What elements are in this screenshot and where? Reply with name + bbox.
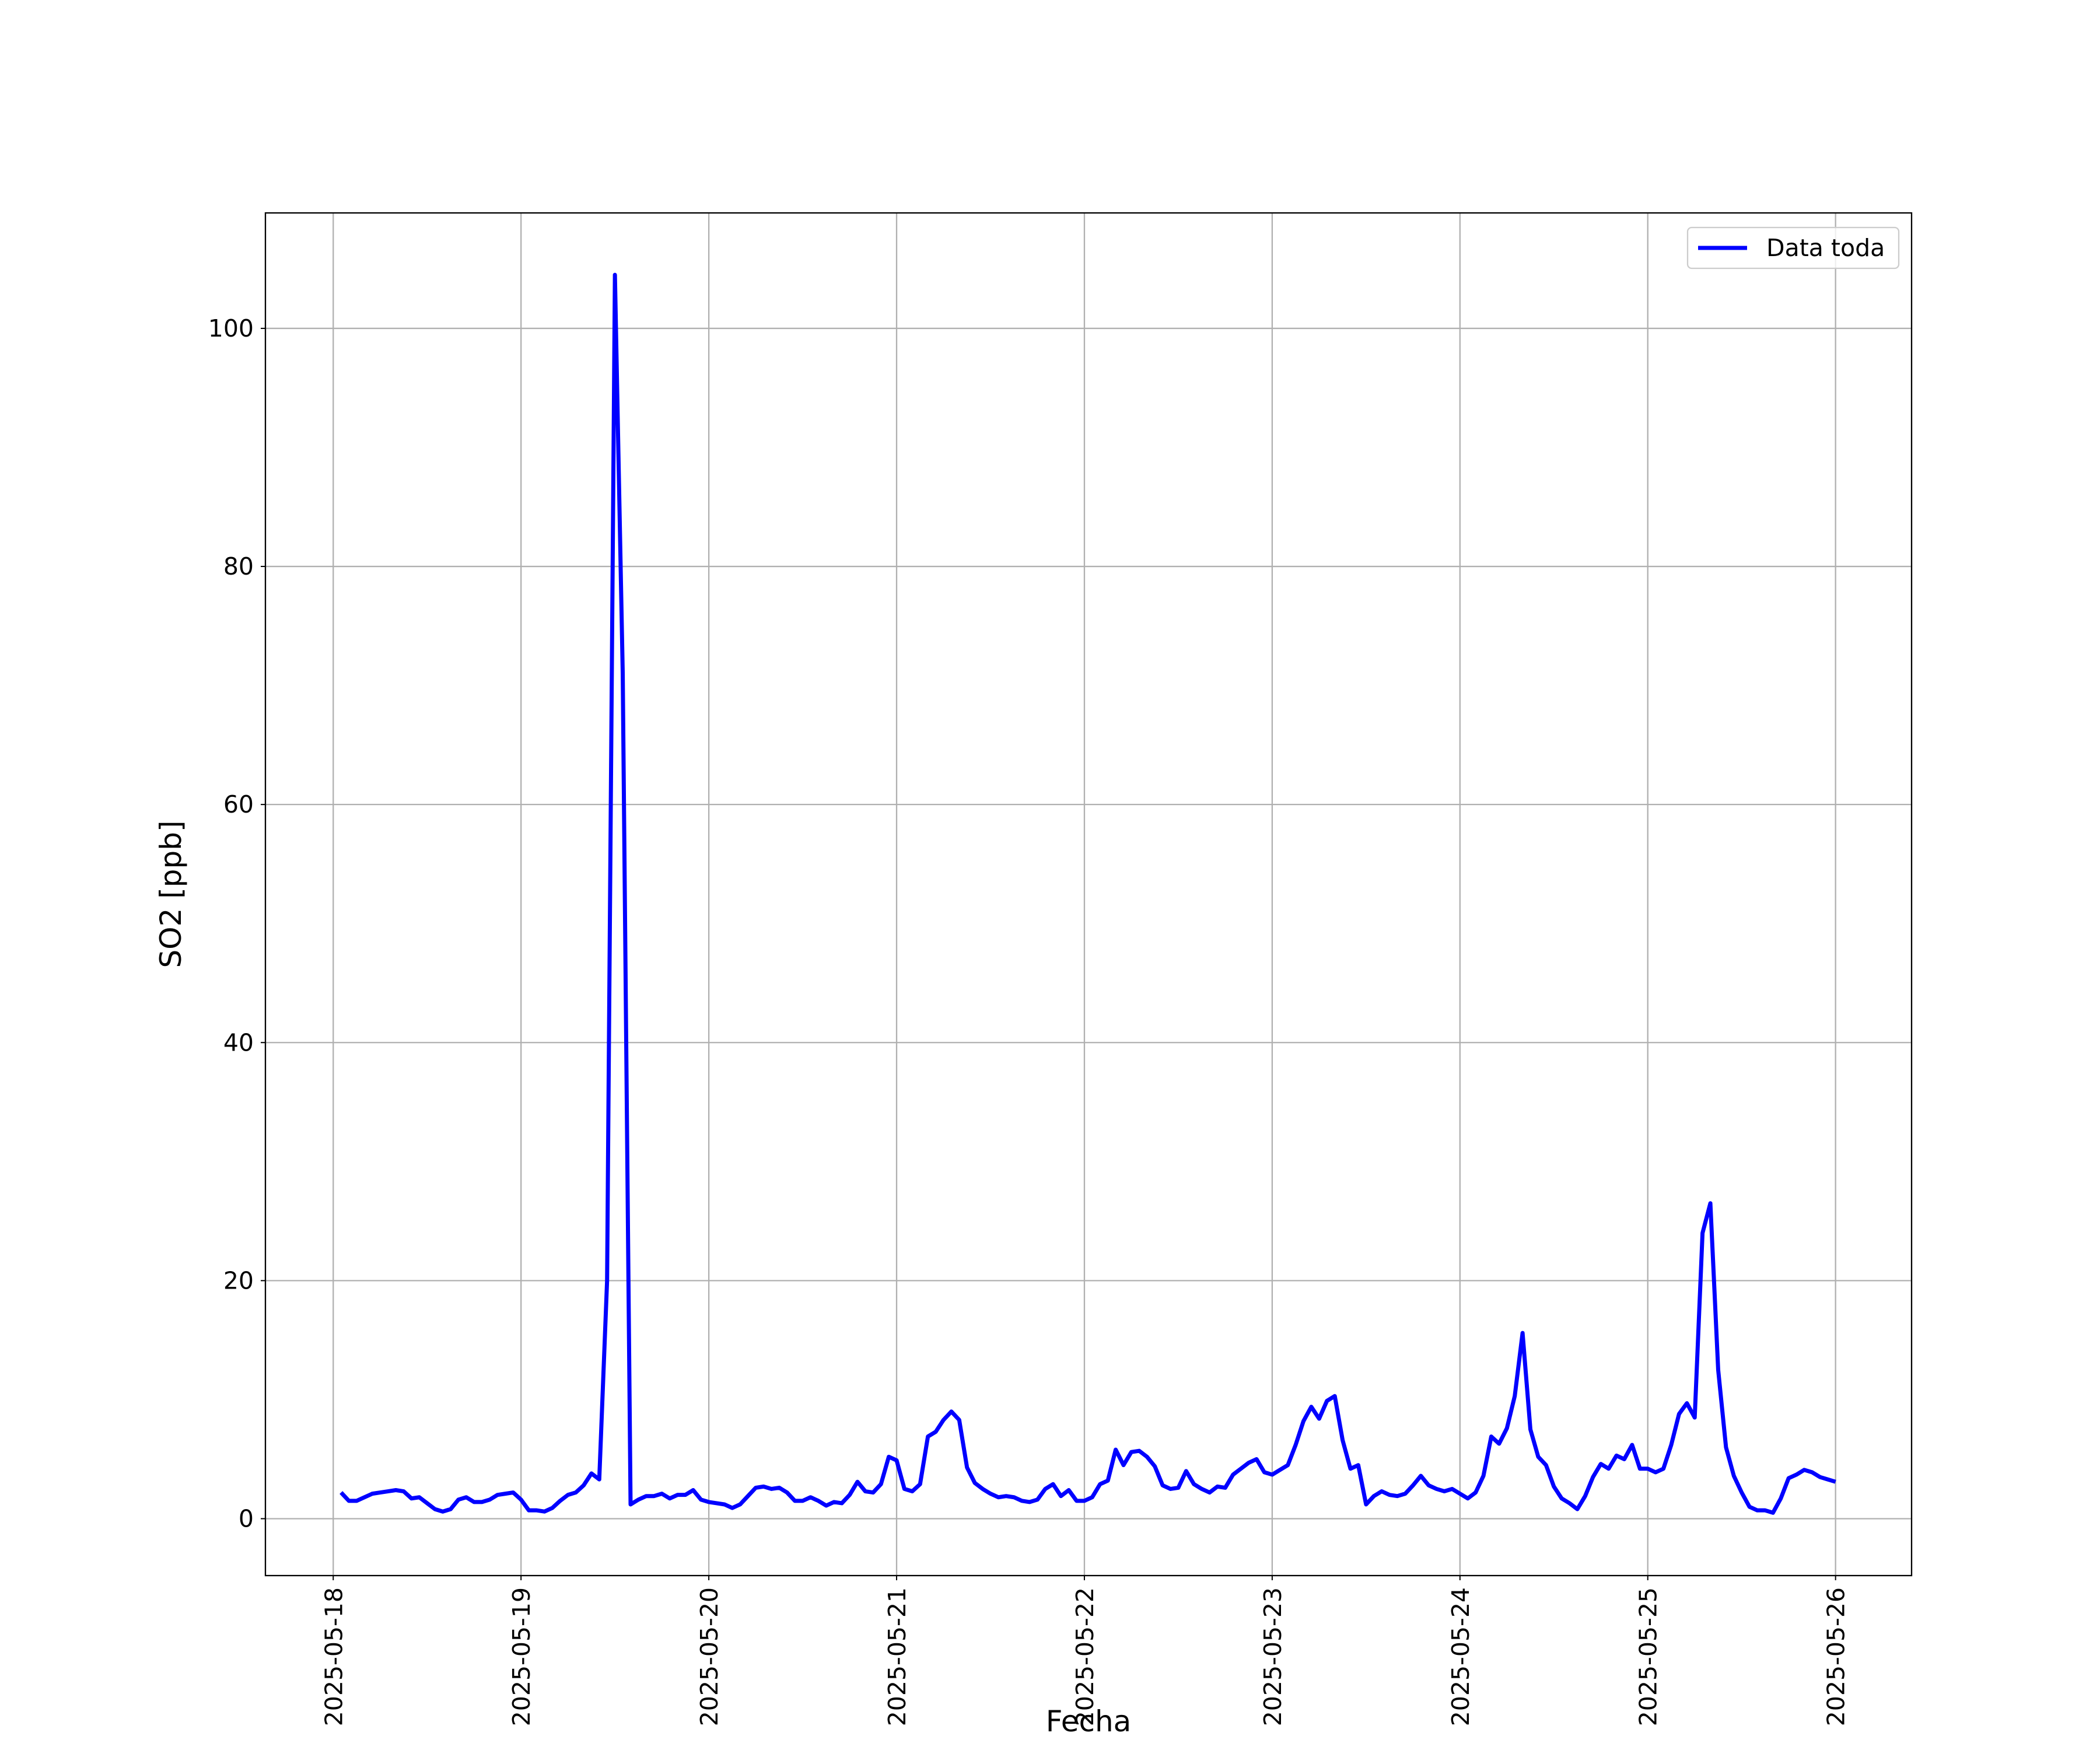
x-tick-label: 2025-05-25 [1634,1587,1662,1726]
y-tick-label: 60 [223,790,254,818]
legend-box [1686,226,1900,270]
legend: Data toda [1686,226,1900,270]
x-tick-label: 2025-05-22 [1071,1587,1099,1726]
x-axis-label: Fecha [1046,1704,1132,1738]
plot-frame [264,212,1913,1577]
y-tick-label: 100 [208,314,254,342]
y-tick-label: 40 [223,1028,254,1056]
x-tick-label: 2025-05-20 [695,1587,723,1726]
x-tick-label: 2025-05-23 [1259,1587,1287,1726]
y-axis-label: SO2 [ppb] [154,820,188,968]
legend-label: Data toda [1766,234,1885,262]
x-tick-label: 2025-05-24 [1447,1587,1475,1726]
y-tick-label: 20 [223,1266,254,1294]
x-tick-label: 2025-05-19 [508,1587,536,1726]
y-tick-label: 0 [239,1504,254,1532]
x-tick-label: 2025-05-18 [320,1587,348,1726]
data-line [340,272,1836,1515]
y-tick-label: 80 [223,552,254,580]
x-tick-label: 2025-05-26 [1822,1587,1850,1726]
x-tick-label: 2025-05-21 [883,1587,911,1726]
